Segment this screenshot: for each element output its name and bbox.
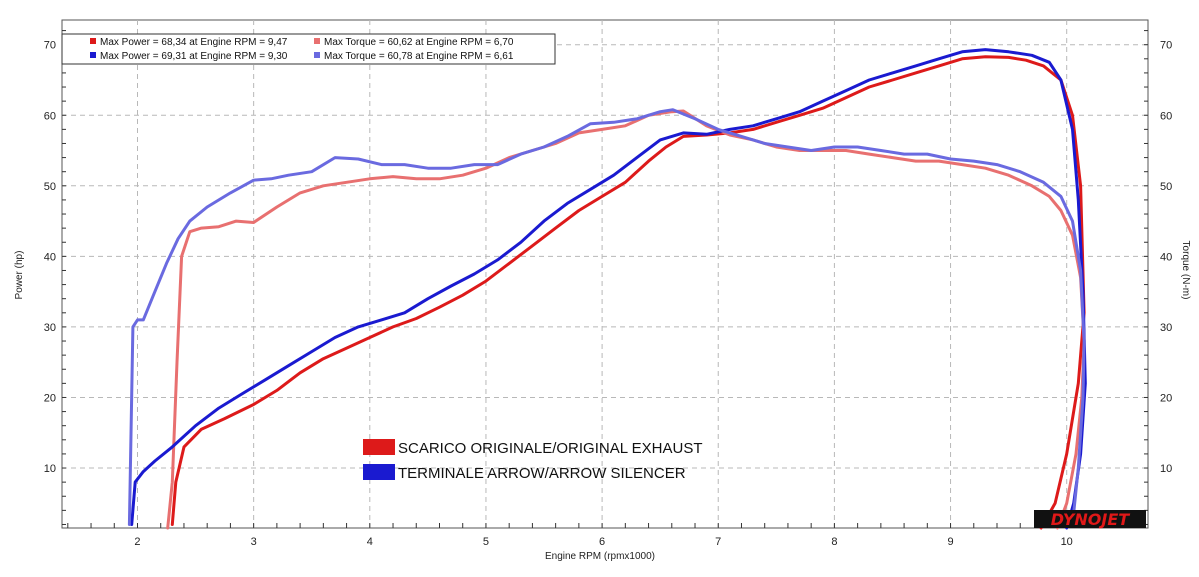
series-legend: SCARICO ORIGINALE/ORIGINAL EXHAUST TERMI… bbox=[363, 439, 703, 482]
y-right-tick-label-10: 10 bbox=[1160, 463, 1172, 475]
y-left-tick-labels: 10 20 30 40 50 60 70 bbox=[44, 40, 56, 475]
y-left-tick-label-30: 30 bbox=[44, 322, 56, 334]
x-tick-label-10: 10 bbox=[1061, 536, 1073, 548]
y-right-tick-labels: 10 20 30 40 50 60 70 bbox=[1160, 40, 1172, 475]
y-left-tick-label-20: 20 bbox=[44, 392, 56, 404]
curves bbox=[127, 48, 1087, 530]
stats-legend-entry-0: Max Power = 68,34 at Engine RPM = 9,47 bbox=[100, 37, 288, 48]
y-left-tick-label-10: 10 bbox=[44, 463, 56, 475]
y-right-tick-label-30: 30 bbox=[1160, 322, 1172, 334]
y-left-axis-label: Power (hp) bbox=[14, 251, 25, 300]
legend-label-original: SCARICO ORIGINALE/ORIGINAL EXHAUST bbox=[398, 440, 703, 457]
x-tick-label-4: 4 bbox=[367, 536, 373, 548]
series-line-0 bbox=[170, 55, 1086, 530]
stats-legend-entry-3: Max Torque = 60,78 at Engine RPM = 6,61 bbox=[324, 51, 514, 62]
x-tick-label-2: 2 bbox=[134, 536, 140, 548]
series-line-3 bbox=[127, 108, 1086, 526]
series-line-1 bbox=[166, 109, 1086, 530]
y-left-tick-label-70: 70 bbox=[44, 40, 56, 52]
stats-legend-swatch-2 bbox=[90, 52, 96, 58]
x-tick-label-6: 6 bbox=[599, 536, 605, 548]
y-right-tick-label-70: 70 bbox=[1160, 40, 1172, 52]
series-line-2 bbox=[130, 48, 1087, 530]
legend-label-arrow: TERMINALE ARROW/ARROW SILENCER bbox=[398, 465, 686, 482]
y-left-tick-label-50: 50 bbox=[44, 181, 56, 193]
y-right-tick-label-20: 20 bbox=[1160, 392, 1172, 404]
logo-text: DYNOJET bbox=[1051, 510, 1131, 529]
y-right-tick-label-50: 50 bbox=[1160, 181, 1172, 193]
stats-legend-swatch-3 bbox=[314, 52, 320, 58]
legend-swatch-original bbox=[363, 439, 395, 455]
dynojet-logo: DYNOJET bbox=[1034, 510, 1146, 529]
y-right-tick-label-60: 60 bbox=[1160, 110, 1172, 122]
y-left-tick-label-40: 40 bbox=[44, 251, 56, 263]
stats-legend-box bbox=[61, 33, 556, 65]
y-right-axis-label: Torque (N-m) bbox=[1180, 241, 1191, 300]
stats-legend-swatch-1 bbox=[314, 38, 320, 44]
logo-background bbox=[1034, 510, 1146, 528]
x-tick-label-5: 5 bbox=[483, 536, 489, 548]
y-left-tick-label-60: 60 bbox=[44, 110, 56, 122]
plot-area bbox=[61, 19, 1149, 529]
x-tick-labels: 2 3 4 5 6 7 8 9 10 bbox=[134, 536, 1072, 548]
stats-legend-entry-1: Max Torque = 60,62 at Engine RPM = 6,70 bbox=[324, 37, 514, 48]
stats-legend-swatch-0 bbox=[90, 38, 96, 44]
y-right-tick-label-40: 40 bbox=[1160, 251, 1172, 263]
x-axis-label: Engine RPM (rpmx1000) bbox=[545, 551, 655, 562]
stats-legend-entry-2: Max Power = 69,31 at Engine RPM = 9,30 bbox=[100, 51, 288, 62]
x-tick-label-7: 7 bbox=[715, 536, 721, 548]
x-tick-label-3: 3 bbox=[251, 536, 257, 548]
legend-swatch-arrow bbox=[363, 464, 395, 480]
stats-legend: Max Power = 68,34 at Engine RPM = 9,47 M… bbox=[61, 33, 556, 65]
x-tick-label-8: 8 bbox=[831, 536, 837, 548]
x-tick-label-9: 9 bbox=[947, 536, 953, 548]
